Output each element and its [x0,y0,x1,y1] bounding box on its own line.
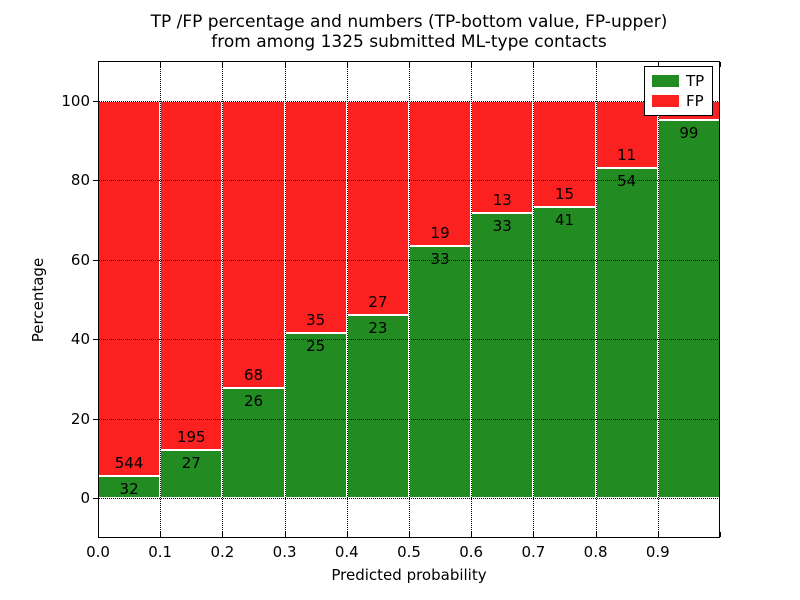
bar-segment-fp [98,100,161,477]
x-tick-label: 0.4 [334,543,359,561]
bar-segment-fp [346,100,409,316]
bar-segment-tp [595,168,658,499]
v-gridline [471,61,473,538]
tp-count-label: 99 [679,123,699,142]
tp-count-label: 33 [492,217,512,236]
y-tick-mark [93,339,98,341]
tp-count-label: 33 [430,249,450,268]
y-tick-label: 60 [70,250,90,269]
v-gridline [222,61,224,538]
legend-label-tp: TP [686,72,705,90]
v-gridline [346,61,348,538]
tp-count-label: 41 [554,211,575,230]
x-tick-mark-top [533,62,535,67]
x-tick-mark [533,532,535,537]
fp-count-label: 15 [554,185,575,204]
x-tick-mark-top [409,62,410,67]
v-gridline [409,61,410,538]
y-tick-label: 80 [70,171,90,190]
x-tick-mark [595,532,597,537]
y-tick-mark [93,418,98,420]
fp-count-label: 35 [306,310,326,329]
y-tick-mark [93,498,98,500]
y-tick-mark [93,100,98,102]
x-tick-mark-top [98,62,99,67]
bar-segment-tp [346,315,409,499]
tp-swatch-icon [652,75,679,87]
v-gridline [657,61,659,538]
legend-item-tp: TP [652,71,712,91]
bar-segment-fp [284,100,347,333]
x-tick-mark [346,532,348,537]
x-tick-label: 0.1 [148,543,173,561]
x-tick-label: 0.0 [86,543,110,561]
chart-title-line1: TP /FP percentage and numbers (TP-bottom… [150,12,668,32]
tp-count-label: 32 [119,480,139,499]
x-axis-label: Predicted probability [331,566,487,584]
bar-segment-fp [222,100,285,389]
y-tick-label: 100 [61,91,90,110]
x-tick-label: 0.8 [583,543,608,561]
bar-segment-tp [284,332,347,499]
y-tick-mark [93,180,98,182]
v-gridline [284,61,286,538]
x-tick-mark-top [222,62,224,67]
x-tick-mark-top [346,62,348,67]
bar-segment-tp [533,207,596,499]
x-tick-mark [471,532,473,537]
fp-swatch-icon [652,95,679,107]
bar-segment-tp [471,213,534,499]
bar-segment-tp [409,245,472,499]
x-tick-mark-top [471,62,473,67]
x-tick-label: 0.5 [397,543,421,561]
x-tick-mark [160,532,162,537]
tp-count-label: 27 [181,453,201,472]
bar-segment-tp [657,119,720,499]
chart-title-line2: from among 1325 submitted ML-type contac… [211,32,607,52]
x-tick-label: 0.3 [272,543,297,561]
y-tick-label: 40 [70,330,90,349]
v-gridline [533,61,535,538]
fp-count-label: 27 [368,293,388,312]
tp-count-label: 23 [368,319,388,338]
x-tick-mark [409,532,410,537]
v-gridline [595,61,597,538]
v-gridline [160,61,162,538]
x-tick-mark-top [160,62,162,67]
tp-count-label: 26 [243,392,264,411]
x-tick-mark-top [657,62,659,67]
y-tick-label: 0 [80,489,90,508]
x-tick-label: 0.6 [459,543,484,561]
fp-count-label: 19 [430,223,450,242]
legend-label-fp: FP [686,92,704,110]
x-tick-mark [657,532,659,537]
x-tick-mark-top [595,62,597,67]
legend: TP FP [644,66,713,116]
x-tick-mark [284,532,286,537]
x-tick-mark [720,532,721,537]
fp-count-label: 195 [176,427,206,446]
bar-segment-fp [533,100,596,208]
fp-count-label: 544 [114,454,144,473]
tp-count-label: 54 [617,172,637,190]
x-tick-mark-top [720,62,721,67]
x-tick-mark-top [284,62,286,67]
y-tick-mark [93,259,98,261]
fp-count-label: 13 [492,191,512,210]
tp-count-label: 25 [306,336,326,355]
x-tick-label: 0.9 [645,543,670,561]
fp-count-label: 11 [617,146,637,164]
y-tick-label: 20 [70,409,90,428]
legend-item-fp: FP [652,91,712,111]
x-tick-mark [98,532,99,537]
y-axis-label: Percentage [29,257,47,343]
x-tick-label: 0.2 [210,543,235,561]
x-tick-label: 0.7 [521,543,546,561]
x-tick-mark [222,532,224,537]
bar-segment-tp [160,449,223,499]
bar-segment-fp [160,100,223,450]
fp-count-label: 68 [243,366,264,385]
